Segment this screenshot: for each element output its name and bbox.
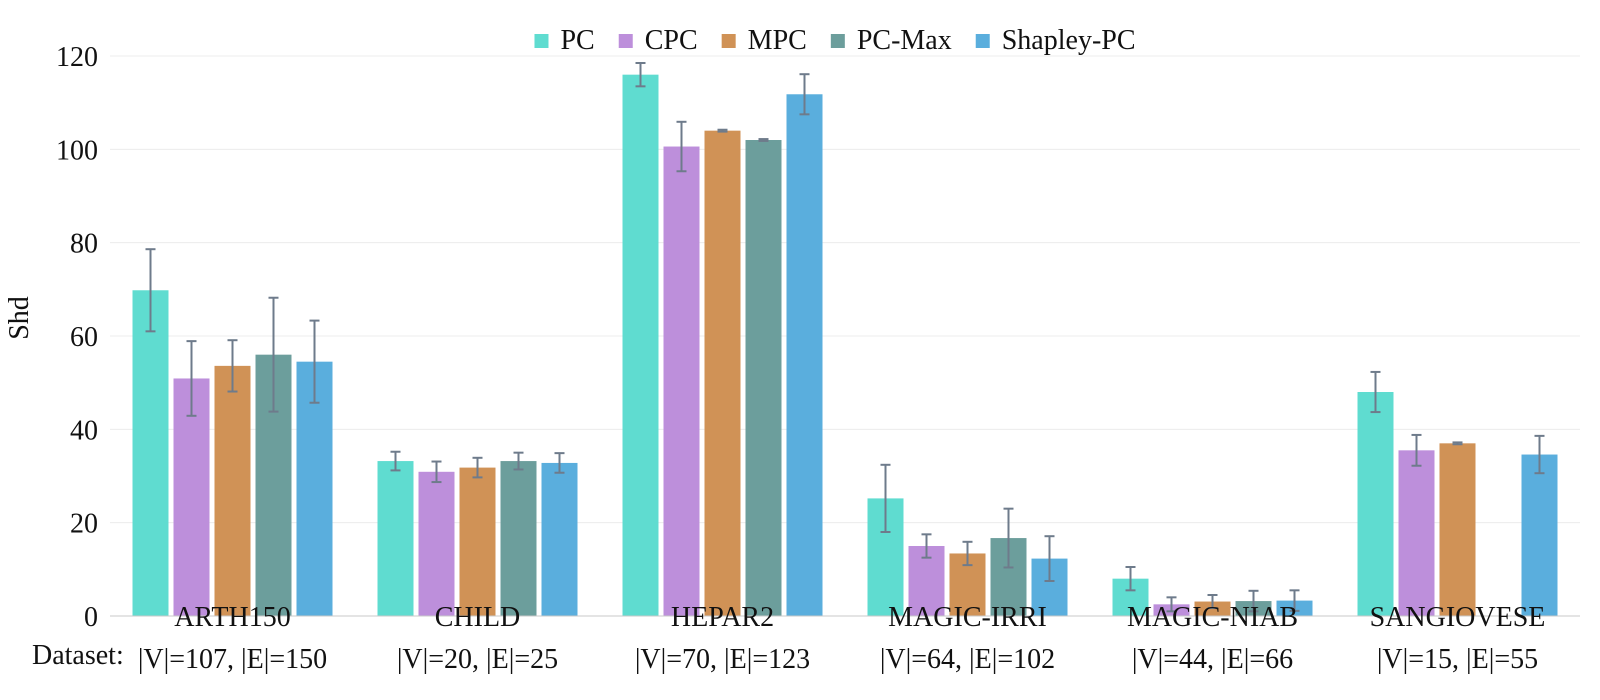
bar [745, 140, 782, 616]
x-tick-label: CHILD [435, 602, 521, 633]
bar [377, 461, 414, 616]
legend-swatch [618, 34, 633, 48]
legend-swatch [975, 34, 990, 48]
bar [622, 74, 659, 616]
error-bars [145, 62, 1545, 613]
x-tick-sublabel: |V|=20, |E|=25 [397, 644, 558, 675]
x-tick-label: MAGIC-NIAB [1127, 602, 1298, 633]
legend-swatch [534, 34, 549, 48]
x-tick-sublabel: |V|=15, |E|=55 [1377, 644, 1538, 675]
y-tick-label: 40 [70, 415, 98, 446]
y-tick-label: 0 [84, 602, 98, 633]
legend-swatch [721, 34, 736, 48]
legend-swatch [830, 34, 845, 48]
bar [1398, 450, 1435, 616]
y-tick-label: 100 [56, 135, 98, 166]
y-tick-label: 80 [70, 229, 98, 260]
legend-entry: CPC [645, 25, 698, 56]
legend-entry: Shapley-PC [1002, 25, 1136, 56]
x-tick-sublabel: |V|=44, |E|=66 [1132, 644, 1293, 675]
bar [541, 462, 578, 616]
bar [459, 467, 496, 616]
legend-entry: MPC [748, 25, 807, 56]
y-tick-labels: 0 20 40 60 80 100 120 [56, 42, 98, 633]
bar [296, 361, 333, 616]
x-tick-labels: ARTH150 |V|=107, |E|=150 CHILD |V|=20, |E|=… [138, 602, 1546, 675]
y-tick-label: 60 [70, 322, 98, 353]
bar [1439, 443, 1476, 616]
y-tick-label: 120 [56, 42, 98, 73]
x-tick-label: ARTH150 [174, 602, 291, 633]
bar [132, 290, 169, 616]
x-axis-label: Dataset: [32, 640, 124, 671]
x-tick-sublabel: |V|=107, |E|=150 [138, 644, 327, 675]
bars [132, 74, 1558, 616]
bar [1521, 454, 1558, 616]
legend-entry: PC-Max [857, 25, 952, 56]
bar [418, 471, 455, 616]
y-axis-label: Shd [4, 296, 35, 340]
bar [214, 365, 251, 616]
bar [500, 461, 537, 616]
legend: PC CPC MPC PC-Max Shapley-PC [534, 25, 1136, 56]
x-tick-sublabel: |V|=70, |E|=123 [635, 644, 810, 675]
bar [663, 146, 700, 616]
x-tick-sublabel: |V|=64, |E|=102 [880, 644, 1055, 675]
bar [1357, 392, 1394, 616]
y-tick-label: 20 [70, 509, 98, 540]
x-tick-label: SANGIOVESE [1370, 602, 1546, 633]
x-tick-label: MAGIC-IRRI [888, 602, 1047, 633]
bar [173, 378, 210, 616]
x-tick-label: HEPAR2 [671, 602, 774, 633]
bar [704, 130, 741, 616]
legend-entry: PC [560, 25, 594, 56]
bar [786, 94, 823, 616]
grid-lines [110, 55, 1580, 524]
